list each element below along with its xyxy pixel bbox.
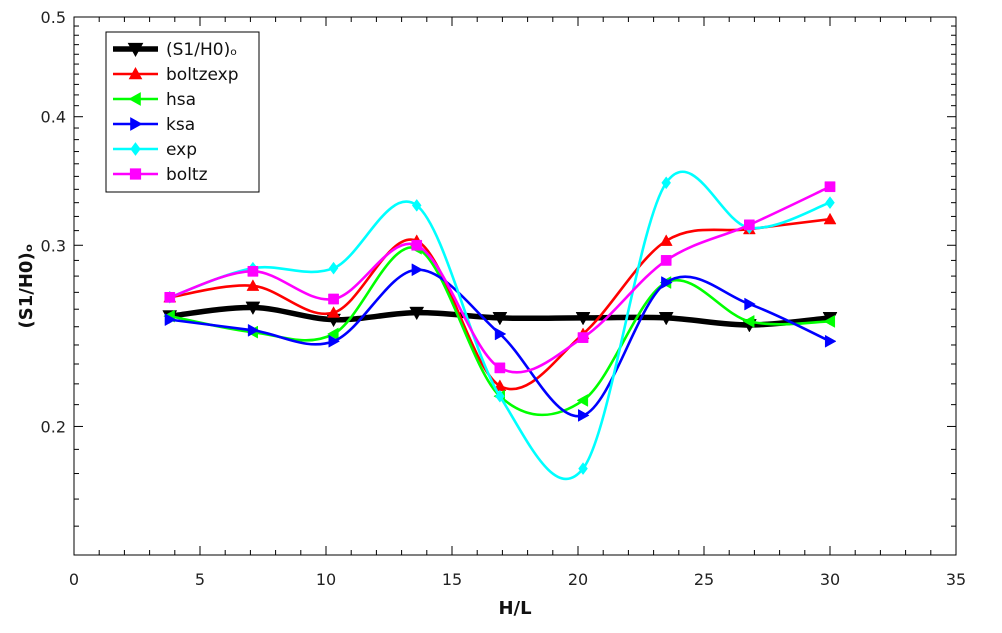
- y-tick-label: 0.2: [41, 417, 66, 436]
- y-tick-label: 0.5: [41, 8, 66, 27]
- data-point: [328, 293, 339, 305]
- data-point: [164, 313, 177, 327]
- data-point: [744, 219, 755, 231]
- x-tick-label: 25: [694, 570, 714, 589]
- series-line: [168, 170, 832, 481]
- data-point: [577, 332, 589, 343]
- x-tick-label: 35: [946, 570, 966, 589]
- axes: 0 5 10 15 20 25 30 35 0.2 0.3 0.4 0.5: [41, 8, 967, 589]
- data-point: [575, 312, 591, 326]
- x-tick-label: 0: [69, 570, 79, 589]
- series-line: [168, 217, 832, 391]
- x-tick-label: 5: [195, 570, 205, 589]
- data-point: [492, 312, 508, 326]
- x-tick-label: 30: [820, 570, 840, 589]
- data-point: [245, 301, 261, 316]
- data-point: [576, 393, 589, 407]
- legend-label: (S1/H0)ₒ: [166, 40, 237, 60]
- legend-box: [105, 31, 260, 193]
- data-point: [494, 327, 507, 341]
- legend-label: boltzexp: [166, 65, 239, 85]
- legend-entry: boltzexp: [113, 65, 239, 85]
- y-axis-title: (S1/H0)ₒ: [16, 244, 37, 329]
- data-point: [411, 263, 424, 277]
- data-point: [328, 261, 339, 275]
- data-point: [744, 297, 756, 311]
- data-point: [411, 239, 423, 251]
- legend-label: ksa: [166, 115, 195, 135]
- legend-label: exp: [166, 140, 197, 160]
- data-point: [247, 265, 259, 277]
- x-tick-label: 15: [442, 570, 462, 589]
- legend-marker: [128, 92, 141, 106]
- legend-label: hsa: [166, 90, 196, 110]
- data-point: [328, 334, 341, 348]
- data-point: [658, 312, 674, 326]
- data-point: [659, 234, 673, 246]
- legend: (S1/H0)ₒ boltzexp hsa ksa exp boltz: [105, 31, 260, 193]
- series-line: [168, 268, 832, 418]
- data-point: [246, 279, 260, 291]
- legend-marker: [130, 117, 143, 131]
- data-point: [327, 327, 339, 341]
- data-point: [661, 176, 672, 190]
- y-tick-label: 0.3: [41, 236, 66, 255]
- series-layer: [162, 170, 838, 481]
- legend-entry: (S1/H0)ₒ: [113, 40, 237, 60]
- data-point: [409, 306, 425, 321]
- legend-marker: [127, 42, 144, 58]
- data-point: [411, 198, 422, 212]
- legend-marker: [129, 168, 142, 180]
- legend-marker: [128, 66, 143, 80]
- legend-entry: boltz: [113, 165, 208, 185]
- data-point: [823, 314, 836, 328]
- y-tick-label: 0.4: [41, 108, 66, 127]
- x-axis-title: H/L: [498, 598, 531, 619]
- legend-entry: ksa: [113, 115, 195, 135]
- data-point: [660, 255, 672, 266]
- data-point: [495, 389, 505, 403]
- legend-entry: hsa: [113, 90, 196, 110]
- data-point: [577, 408, 590, 422]
- data-point: [825, 196, 835, 210]
- data-point: [164, 291, 176, 303]
- series-ksa: [164, 263, 837, 422]
- legend-label: boltz: [166, 165, 208, 185]
- data-point: [824, 181, 836, 193]
- data-point: [823, 212, 837, 225]
- x-tick-label: 20: [568, 570, 588, 589]
- data-point: [494, 362, 506, 374]
- data-point: [327, 306, 340, 318]
- series-boltzexp: [163, 212, 837, 391]
- x-tick-label: 10: [316, 570, 336, 589]
- data-point: [742, 314, 755, 328]
- plot-area-frame: [73, 16, 957, 556]
- data-point: [247, 323, 260, 337]
- data-point: [824, 334, 837, 348]
- legend-marker: [130, 142, 141, 156]
- series-boltz: [164, 181, 836, 374]
- data-point: [661, 276, 673, 289]
- data-point: [578, 462, 588, 476]
- legend-entry: exp: [113, 140, 197, 160]
